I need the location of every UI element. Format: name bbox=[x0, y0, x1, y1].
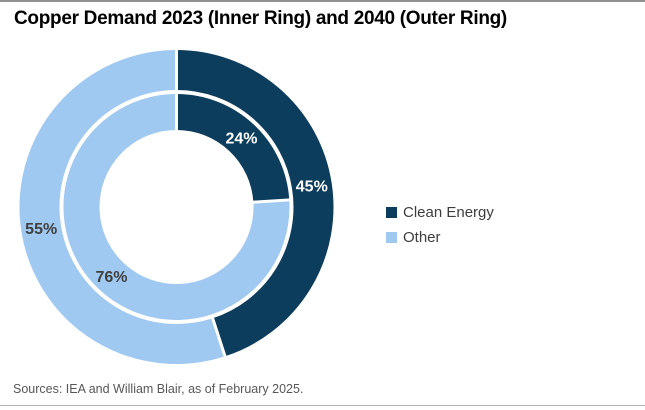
top-rule bbox=[0, 0, 645, 2]
slice-label-2023-other: 76% bbox=[95, 269, 127, 286]
ring-2023-segment-clean-energy bbox=[175, 94, 290, 203]
legend-swatch-other bbox=[386, 232, 397, 243]
legend-label-other: Other bbox=[403, 229, 441, 246]
segment-separator bbox=[251, 198, 291, 204]
legend-item-clean-energy: Clean Energy bbox=[386, 205, 494, 220]
ring-2023-segment-other bbox=[63, 94, 290, 320]
slice-label-2040-other: 55% bbox=[25, 221, 57, 238]
chart-title: Copper Demand 2023 (Inner Ring) and 2040… bbox=[14, 8, 507, 29]
legend-label-clean-energy: Clean Energy bbox=[403, 204, 494, 221]
legend-swatch-clean-energy bbox=[386, 207, 397, 218]
slice-label-2040-clean-energy: 45% bbox=[296, 178, 328, 195]
source-note: Sources: IEA and William Blair, as of Fe… bbox=[13, 382, 304, 396]
slice-label-2023-clean-energy: 24% bbox=[226, 131, 258, 148]
legend-item-other: Other bbox=[386, 230, 494, 245]
segment-separator bbox=[210, 316, 227, 359]
ring-2040-segment-other bbox=[19, 50, 225, 364]
legend: Clean Energy Other bbox=[386, 205, 494, 245]
bottom-rule bbox=[0, 405, 645, 406]
ring-2040-segment-clean-energy bbox=[176, 50, 334, 357]
